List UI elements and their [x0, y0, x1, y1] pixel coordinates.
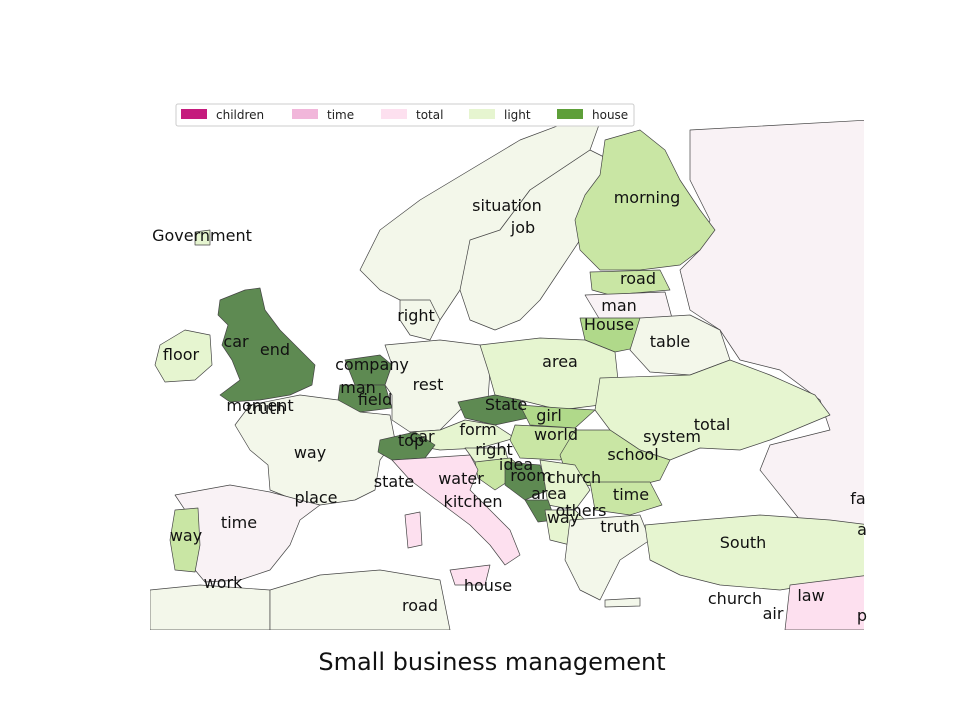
region-label: state	[374, 472, 415, 491]
region-label: right	[475, 440, 513, 459]
region-label: road	[402, 596, 438, 615]
region-label: car	[409, 427, 435, 446]
legend-swatch	[181, 109, 207, 119]
region-label: right	[397, 306, 435, 325]
region-bosnia[interactable]	[504, 461, 549, 501]
region-label: house	[464, 576, 512, 595]
region-uk[interactable]	[217, 287, 316, 403]
region-label: way	[170, 526, 202, 545]
region-label: time	[613, 485, 649, 504]
region-label: area	[542, 352, 578, 371]
region-label: South	[720, 533, 767, 552]
region-label: world	[534, 425, 578, 444]
legend-label: total	[416, 108, 443, 122]
region-label: form	[459, 420, 496, 439]
region-label: work	[204, 573, 243, 592]
region-label: way	[294, 443, 326, 462]
region-label: time	[221, 513, 257, 532]
legend-swatch	[557, 109, 583, 119]
region-label: fa	[850, 489, 865, 508]
region-labels: GovernmentsituationjobmorningroadmanHous…	[152, 188, 867, 625]
legend-label: time	[327, 108, 354, 122]
region-bulgaria[interactable]	[589, 481, 663, 516]
legend-swatch	[469, 109, 495, 119]
region-label: way	[547, 508, 579, 527]
region-label: kitchen	[444, 492, 503, 511]
region-label: field	[358, 390, 393, 409]
region-finland[interactable]	[574, 129, 716, 271]
region-label: car	[223, 332, 249, 351]
region-label: table	[650, 332, 691, 351]
map-title: Small business management	[318, 648, 665, 676]
region-label: road	[620, 269, 656, 288]
region-label: church	[708, 589, 762, 608]
region-label: man	[340, 378, 376, 397]
region-iceland[interactable]	[194, 229, 211, 246]
region-label: school	[607, 445, 658, 464]
region-label: water	[438, 469, 484, 488]
region-label: man	[601, 296, 637, 315]
region-label: floor	[163, 345, 200, 364]
legend-swatch	[381, 109, 407, 119]
region-label: company	[335, 355, 409, 374]
region-france[interactable]	[234, 394, 396, 506]
region-turkey[interactable]	[644, 514, 870, 591]
region-denmark[interactable]	[399, 299, 441, 341]
region-label: a	[857, 520, 867, 539]
region-label: truth	[600, 517, 639, 536]
region-levant[interactable]	[784, 575, 870, 630]
legend-item-children: children	[181, 108, 264, 122]
legend-label: house	[592, 108, 628, 122]
region-north-africa-mid[interactable]	[269, 569, 451, 630]
region-label: State	[485, 395, 527, 414]
region-estonia[interactable]	[589, 269, 671, 296]
region-label: House	[584, 315, 634, 334]
legend-item-total: total	[381, 108, 443, 122]
region-belgium[interactable]	[337, 384, 393, 413]
region-label: system	[643, 427, 701, 446]
region-label: rest	[413, 375, 444, 394]
region-label: moment	[226, 396, 293, 415]
region-label: Government	[152, 226, 252, 245]
region-label: end	[260, 340, 290, 359]
region-crete[interactable]	[604, 597, 641, 608]
region-ireland[interactable]	[154, 329, 213, 383]
region-sardinia[interactable]	[404, 511, 423, 549]
region-label: law	[797, 586, 824, 605]
region-sicily[interactable]	[449, 564, 491, 586]
region-label: others	[556, 501, 607, 520]
region-label: idea	[499, 455, 533, 474]
region-label: job	[510, 218, 535, 237]
region-greece[interactable]	[564, 514, 651, 601]
region-label: church	[547, 468, 601, 487]
region-label: morning	[614, 188, 681, 207]
legend-label: children	[216, 108, 264, 122]
legend-item-light: light	[469, 108, 531, 122]
map-legend: children time total light house	[175, 103, 635, 127]
region-italy[interactable]	[391, 454, 521, 566]
region-label: total	[694, 415, 731, 434]
legend-label: light	[504, 108, 531, 122]
legend-item-time: time	[292, 108, 354, 122]
legend-item-house: house	[557, 108, 628, 122]
legend-swatch	[292, 109, 318, 119]
map-countries	[150, 120, 870, 630]
region-label: place	[294, 488, 337, 507]
region-slovakia[interactable]	[519, 404, 596, 429]
region-label: area	[531, 484, 567, 503]
region-label: room	[510, 466, 551, 485]
region-portugal[interactable]	[169, 507, 201, 573]
region-label: girl	[536, 406, 562, 425]
region-label: situation	[472, 196, 542, 215]
region-label: air	[763, 604, 784, 623]
region-label: truth	[246, 399, 285, 418]
region-label: top	[398, 431, 424, 450]
region-label: p	[857, 606, 867, 625]
